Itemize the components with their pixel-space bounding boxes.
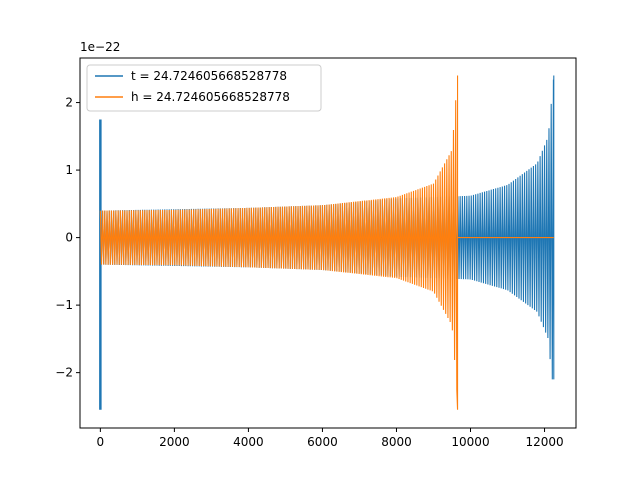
y-tick-label: −1 (55, 298, 73, 312)
series-2 (99, 75, 554, 410)
y-offset-label: 1e−22 (80, 40, 120, 54)
ticks-layer: 0 2000 4000 6000 8000 10000 12000 −2 −1 0 1 2 (55, 96, 563, 449)
series-layer (99, 75, 555, 410)
y-tick-label: −2 (55, 366, 73, 380)
y-tick-label: 2 (65, 96, 73, 110)
plot-frame (79, 57, 577, 429)
series-2-line (99, 75, 554, 410)
x-tick-label: 12000 (525, 435, 563, 449)
legend: t = 24.724605668528778 h = 24.72460566852… (86, 64, 322, 112)
legend-label: t = 24.724605668528778 (131, 69, 287, 83)
y-tick-label: 1 (65, 163, 73, 177)
legend-box (86, 64, 322, 112)
x-tick-label: 2000 (159, 435, 190, 449)
x-tick-label: 4000 (233, 435, 264, 449)
x-tick-label: 8000 (381, 435, 412, 449)
y-tick-label: 0 (65, 231, 73, 245)
x-tick-label: 10000 (451, 435, 489, 449)
legend-label: h = 24.724605668528778 (131, 90, 290, 104)
x-tick-label: 0 (97, 435, 105, 449)
x-tick-label: 6000 (307, 435, 338, 449)
